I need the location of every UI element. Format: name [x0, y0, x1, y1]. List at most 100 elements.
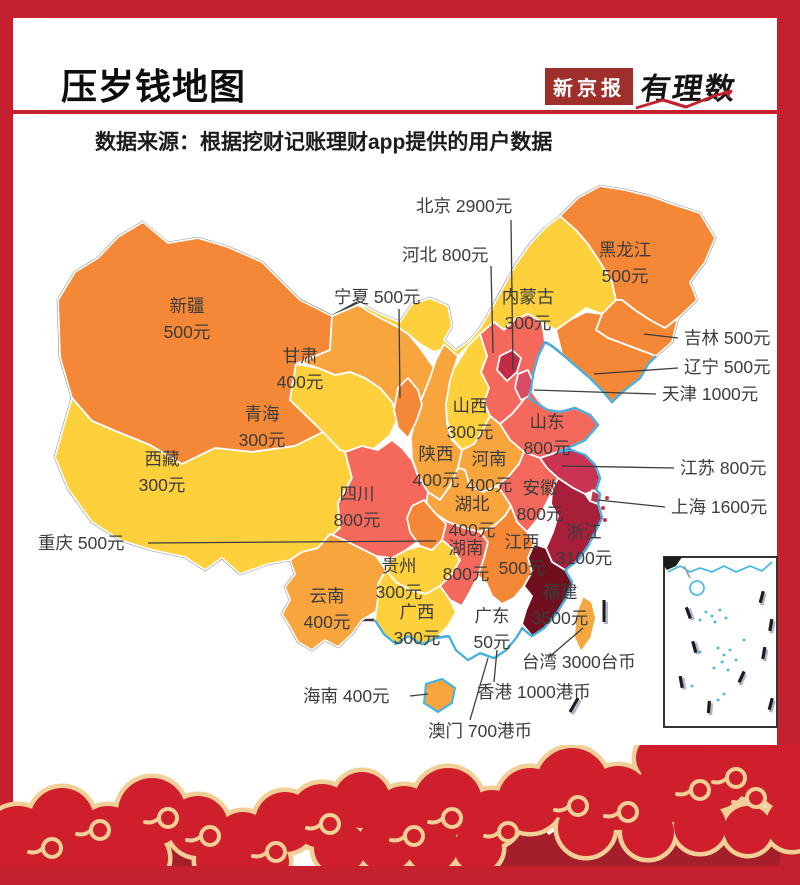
inset-dash	[684, 606, 695, 621]
bottom-strip	[0, 866, 800, 885]
label-heilongjiang-value: 500元	[602, 266, 649, 286]
cloud-curl	[745, 787, 767, 809]
label-anhui: 安徽	[523, 478, 558, 498]
cloud-curl	[497, 821, 519, 843]
label-shaanxi-value: 400元	[413, 470, 460, 490]
cloud-puff	[636, 745, 684, 782]
cloud-curl-tail	[305, 822, 323, 831]
label-shanxi: 山西	[453, 396, 488, 416]
inset-dash	[678, 675, 687, 690]
label-shanxi-value: 300元	[447, 422, 494, 442]
cloud-curl-tail	[27, 846, 45, 855]
leader-line-shanghai	[597, 499, 666, 508]
cloud-puff	[756, 745, 800, 776]
cloud-curl	[319, 813, 341, 835]
leader-line-chongqing	[147, 540, 437, 544]
label-guangxi: 广西	[400, 602, 435, 622]
cloud-curl-tail	[75, 828, 93, 837]
label-sichuan: 四川	[340, 484, 375, 504]
inset-island-dot	[726, 668, 730, 672]
label-shandong-value: 800元	[524, 438, 571, 458]
cloud-puff	[314, 822, 366, 874]
data-source-subtitle: 数据来源：根据挖财记账理财app提供的用户数据	[95, 131, 553, 154]
label-shanghai: 上海 1600元	[671, 497, 767, 517]
label-jilin: 吉林 500元	[684, 328, 771, 348]
inset-island-dot	[722, 653, 726, 657]
cloud-puff	[766, 798, 800, 850]
cloud-decoration	[0, 745, 800, 885]
header-divider	[13, 110, 777, 114]
beijing-news-logo: 新京报	[545, 67, 633, 105]
south-china-sea-inset	[663, 556, 778, 728]
cloud-curl	[725, 767, 747, 789]
inset-island-dot	[690, 684, 694, 688]
cloud-curl-tail	[143, 816, 161, 825]
cloud-curl-tail	[185, 834, 203, 843]
page-title: 压岁钱地图	[61, 66, 247, 107]
inset-island-dot	[698, 618, 702, 622]
cloud-curl	[689, 779, 711, 801]
label-shaanxi: 陕西	[419, 444, 454, 464]
inset-island-dot	[720, 660, 724, 664]
cloud-curl	[89, 819, 111, 841]
cloud-curl-tail	[427, 816, 445, 825]
cloud-curl-tail	[483, 830, 501, 839]
inset-island-dot	[716, 646, 720, 650]
cloud-curl	[567, 795, 589, 817]
label-henan-value: 400元	[466, 475, 513, 495]
label-sichuan-value: 800元	[334, 510, 381, 530]
inset-island-dot	[716, 698, 720, 702]
youlishu-logo: 有理数	[635, 64, 740, 110]
label-hainan: 海南 400元	[303, 686, 390, 706]
label-anhui-value: 800元	[517, 504, 564, 524]
region-yunnan	[281, 533, 387, 651]
publisher-logo: 新京报 有理数	[545, 64, 740, 110]
label-xinjiang-value: 500元	[164, 322, 211, 342]
dash-shadow	[570, 699, 582, 715]
leader-line-hainan	[409, 693, 429, 697]
inset-island-dot	[713, 620, 717, 624]
inset-island-dot	[742, 638, 746, 642]
label-zhejiang: 浙江	[567, 522, 602, 542]
cloud-curl	[441, 807, 463, 829]
label-hongkong: 香港 1000港币	[477, 682, 591, 702]
cloud-curl	[157, 807, 179, 829]
label-tianjin: 天津 1000元	[662, 384, 758, 404]
leader-line-hebei	[490, 265, 494, 354]
label-yunnan: 云南	[310, 586, 345, 606]
island-dot	[605, 496, 609, 500]
inset-dash	[758, 590, 767, 606]
label-neimenggu-value: 300元	[505, 313, 552, 333]
label-henan: 河南	[472, 449, 507, 469]
inset-island-dot	[718, 608, 722, 612]
cloud-curl	[403, 825, 425, 847]
label-xizang: 西藏	[145, 449, 180, 469]
inset-dash	[768, 618, 776, 634]
label-ningxia: 宁夏 500元	[334, 287, 421, 307]
leader-line-macau	[469, 657, 489, 721]
region-heilongjiang	[559, 185, 716, 329]
leader-line-taiwan	[547, 627, 584, 659]
label-guizhou-value: 300元	[376, 582, 423, 602]
cloud-curl-tail	[389, 834, 407, 843]
inset-island-dot	[728, 648, 732, 652]
inset-island-dot	[712, 666, 716, 670]
region-hainan-coast	[422, 677, 457, 714]
cloud-curl-tail	[731, 796, 749, 805]
inset-land-corner	[664, 557, 682, 570]
cloud-puff	[672, 745, 724, 774]
island-dot	[601, 506, 605, 510]
label-liaoning: 辽宁 500元	[684, 357, 771, 377]
label-guangxi-value: 300元	[394, 628, 441, 648]
cloud-puff	[358, 816, 414, 872]
label-jiangxi: 江西	[505, 532, 540, 552]
inset-dash	[737, 670, 747, 686]
leader-line-beijing	[510, 219, 514, 371]
inset-island-dot	[704, 610, 708, 614]
leader-line-ningxia	[398, 308, 401, 399]
label-xinjiang: 新疆	[170, 296, 205, 316]
inset-border-line	[683, 565, 691, 579]
cloud-curl	[41, 837, 63, 859]
inset-dash	[761, 646, 769, 662]
label-guizhou: 贵州	[382, 556, 417, 576]
